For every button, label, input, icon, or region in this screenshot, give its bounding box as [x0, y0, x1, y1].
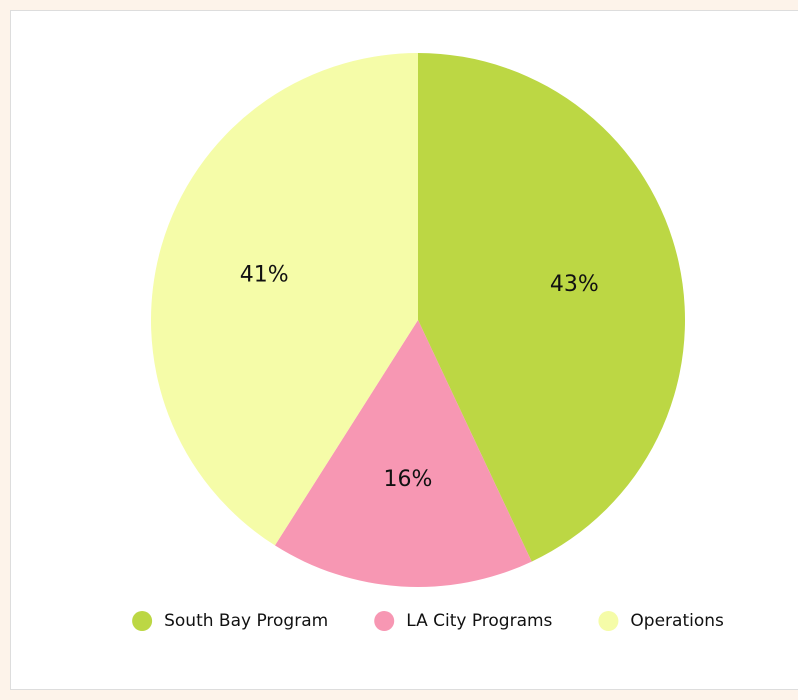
legend-marker [598, 611, 619, 631]
legend-marker [132, 611, 153, 631]
data-label: 16% [383, 467, 432, 492]
legend-label: Operations [630, 611, 724, 631]
pie-slice [274, 320, 532, 587]
pie-slice [418, 53, 685, 562]
data-label: 43% [550, 272, 599, 297]
legend-marker [374, 611, 395, 631]
legend-label: South Bay Program [164, 611, 328, 631]
data-label: 41% [240, 262, 289, 287]
pie-slice [151, 53, 418, 546]
legend-label: LA City Programs [406, 611, 552, 631]
